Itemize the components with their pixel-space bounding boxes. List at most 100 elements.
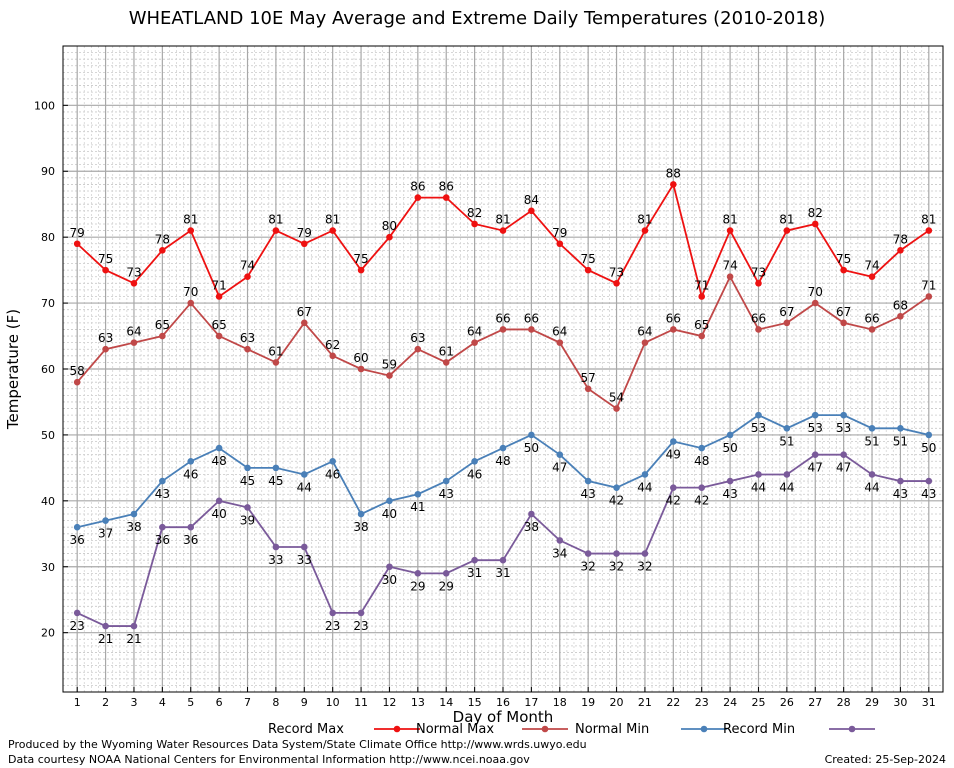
y-tick-label: 100 (34, 99, 55, 112)
data-point-record-max (528, 207, 535, 215)
data-label-normal-min: 40 (382, 507, 397, 521)
x-tick-label: 22 (666, 696, 680, 709)
data-point-record-min (159, 523, 166, 531)
data-label-record-max: 74 (240, 259, 255, 273)
data-point-record-min (386, 563, 393, 571)
data-point-record-min (641, 550, 649, 557)
data-label-record-max: 86 (439, 180, 454, 194)
y-tick-label: 60 (41, 363, 55, 376)
data-label-normal-min: 48 (495, 454, 510, 468)
chart-title: WHEATLAND 10E May Average and Extreme Da… (128, 8, 826, 29)
data-label-normal-min: 51 (864, 434, 879, 448)
data-point-normal-max (698, 332, 706, 340)
data-point-record-min (755, 471, 762, 478)
data-label-record-min: 40 (211, 507, 226, 521)
data-label-record-max: 84 (524, 193, 539, 207)
data-point-normal-max (442, 359, 450, 366)
data-label-record-max: 79 (297, 226, 312, 240)
data-label-normal-min: 43 (155, 487, 170, 501)
data-point-normal-min (414, 490, 422, 498)
data-label-normal-max: 71 (921, 278, 936, 292)
data-point-normal-max (187, 299, 195, 307)
data-label-normal-min: 46 (183, 467, 198, 481)
data-label-record-min: 33 (297, 553, 312, 567)
data-point-record-max (698, 293, 706, 300)
data-label-normal-min: 53 (836, 421, 851, 435)
data-label-normal-max: 63 (98, 331, 113, 345)
data-point-record-min (584, 550, 592, 557)
data-point-record-min (811, 451, 819, 458)
data-point-record-max (670, 181, 677, 188)
y-tick-label: 90 (41, 165, 55, 178)
x-tick-label: 3 (130, 696, 137, 709)
data-point-normal-min (187, 457, 195, 465)
data-point-record-max (897, 247, 904, 254)
data-label-record-max: 80 (382, 219, 397, 233)
data-label-normal-max: 67 (779, 305, 794, 319)
data-point-normal-max (329, 352, 336, 360)
data-label-normal-min: 51 (893, 434, 908, 448)
legend-item-record-max: Record Max (268, 722, 420, 737)
data-point-record-min (272, 543, 280, 551)
data-point-record-max (272, 227, 280, 234)
y-tick-label: 20 (41, 627, 55, 640)
x-tick-label: 26 (780, 696, 794, 709)
legend-label-record-max: Record Max (268, 722, 344, 737)
data-label-normal-min: 48 (211, 454, 226, 468)
y-tick-label: 70 (41, 297, 55, 310)
data-label-record-min: 39 (240, 513, 255, 527)
footer-credit-producer: Produced by the Wyoming Water Resources … (8, 738, 587, 751)
data-point-record-min (613, 550, 620, 557)
data-point-normal-max (556, 339, 564, 346)
data-point-normal-min (698, 444, 706, 452)
data-point-record-max (187, 227, 195, 234)
x-tick-label: 25 (751, 696, 765, 709)
data-label-record-max: 79 (552, 226, 567, 240)
data-point-record-max (357, 266, 365, 274)
data-point-normal-max (783, 319, 791, 327)
data-point-normal-min (613, 484, 620, 491)
data-label-record-min: 32 (637, 560, 652, 574)
legend-swatch-marker-record-max (393, 725, 401, 733)
data-point-record-max (159, 247, 166, 254)
data-label-normal-min: 38 (126, 520, 141, 534)
data-label-record-max: 81 (637, 213, 652, 227)
data-point-record-min (528, 510, 535, 518)
data-label-record-min: 43 (722, 487, 737, 501)
data-label-normal-max: 64 (637, 325, 652, 339)
data-point-normal-min (584, 477, 592, 485)
data-point-record-max (471, 220, 478, 228)
series-normal-max: 58 63 64 65 70 65 63 61 67 62 60 59 63 61 64 66 66 64 57 54… (70, 259, 936, 412)
data-point-record-max (130, 280, 138, 287)
x-tick-label: 12 (382, 696, 396, 709)
data-point-normal-max (840, 319, 847, 327)
data-label-normal-min: 45 (240, 474, 255, 488)
x-tick-label: 14 (439, 696, 453, 709)
data-label-record-min: 21 (126, 632, 141, 646)
data-point-record-min (897, 477, 904, 485)
data-label-record-min: 44 (864, 480, 879, 494)
data-point-normal-max (414, 345, 422, 353)
data-point-record-max (925, 227, 933, 234)
data-point-record-min (102, 622, 109, 630)
y-tick-label: 40 (41, 495, 55, 508)
data-label-normal-min: 45 (268, 474, 283, 488)
data-point-normal-min (499, 444, 507, 452)
data-label-normal-max: 64 (467, 325, 482, 339)
data-point-normal-max (102, 345, 109, 353)
data-label-record-min: 47 (836, 461, 851, 475)
data-point-normal-min (811, 411, 819, 419)
x-tick-label: 4 (159, 696, 166, 709)
legend-label-record-min: Record Min (723, 722, 795, 737)
data-point-normal-min (300, 471, 308, 478)
data-point-record-min (499, 556, 507, 564)
data-label-normal-max: 65 (694, 318, 709, 332)
footer-credit-data: Data courtesy NOAA National Centers for … (8, 753, 530, 766)
data-label-record-max: 73 (751, 265, 766, 279)
x-tick-label: 23 (695, 696, 709, 709)
data-point-normal-min (726, 431, 734, 439)
data-point-normal-max (528, 326, 535, 333)
data-point-record-max (386, 233, 393, 241)
legend-item-normal-min: Normal Min (575, 722, 727, 737)
